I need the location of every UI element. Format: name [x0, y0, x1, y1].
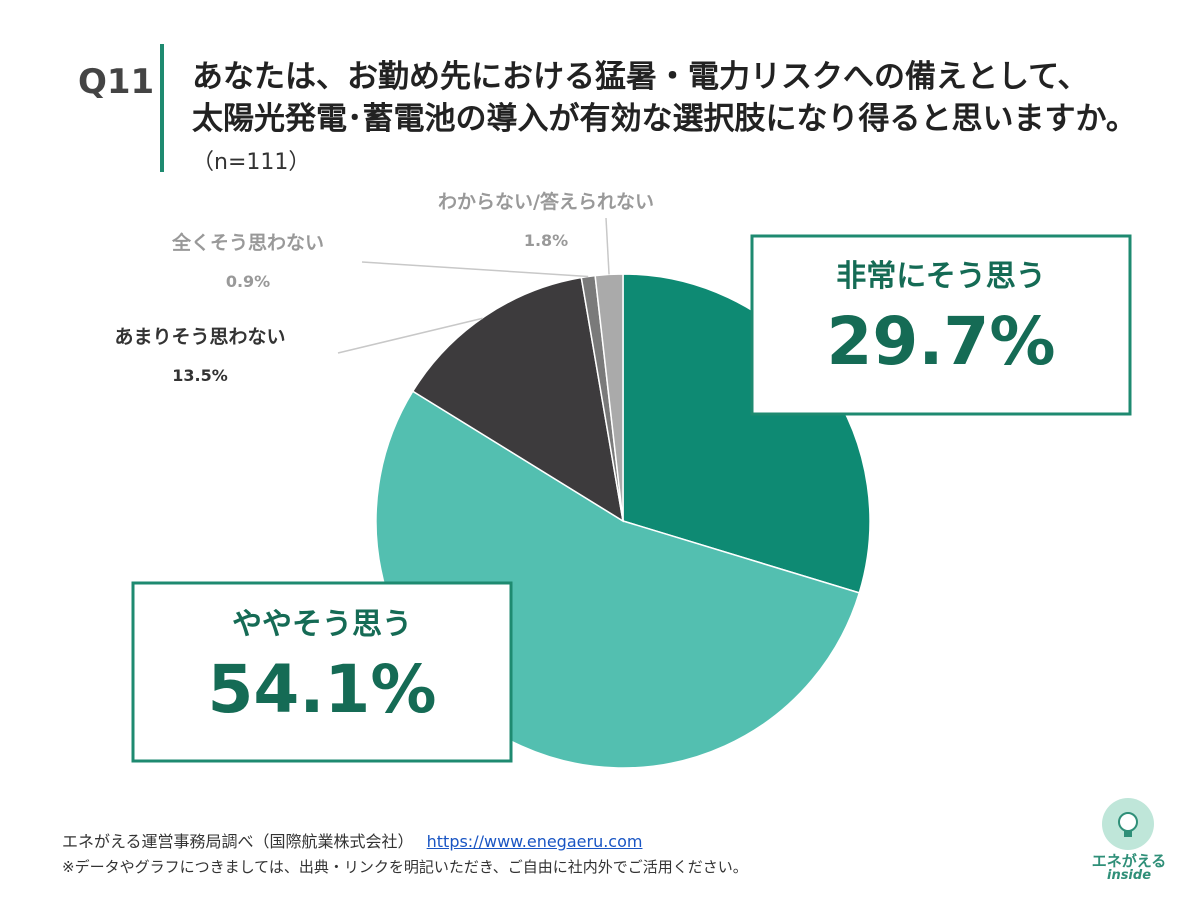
callout-box-very-agree	[750, 234, 1132, 416]
source-text: エネがえる運営事務局調べ（国際航業株式会社）	[62, 832, 414, 851]
slice-value-not-really-agree: 13.5%	[172, 366, 228, 385]
footer-source: エネがえる運営事務局調べ（国際航業株式会社） https://www.enega…	[62, 828, 642, 852]
callout-box-somewhat-agree	[131, 581, 513, 763]
question-title: あなたは、お勤め先における猛暑・電力リスクへの備えとして、 太陽光発電･蓄電池の…	[192, 56, 1137, 140]
sample-size: （n=111）	[192, 150, 311, 175]
lightbulb-icon	[1102, 798, 1154, 850]
logo-sub: inside	[1106, 868, 1152, 883]
leader-line-not-really-agree	[337, 317, 483, 354]
source-link[interactable]: https://www.enegaeru.com	[426, 832, 643, 851]
slice-label-not-agree-at-all: 全くそう思わない	[171, 231, 324, 254]
question-divider	[160, 44, 164, 172]
footer-note: ※データやグラフにつきましては、出典・リンクを明記いただき、ご自由に社内外でご活…	[62, 858, 748, 876]
pie-slice-not-really-agree	[411, 276, 625, 523]
slice-value-dont-know: 1.8%	[524, 231, 568, 250]
leader-line-not-agree-at-all	[361, 261, 589, 278]
brand-logo: エネがえる inside	[1086, 792, 1172, 884]
slice-value-very-agree: 29.7%	[827, 303, 1056, 380]
slice-label-somewhat-agree: ややそう思う	[232, 607, 412, 642]
slice-value-somewhat-agree: 54.1%	[208, 651, 437, 728]
question-number: Q11	[78, 62, 155, 102]
slice-label-very-agree: 非常にそう思う	[836, 259, 1045, 294]
question-line-2: 太陽光発電･蓄電池の導入が有効な選択肢になり得ると思いますか。	[192, 101, 1137, 137]
logo-name: エネがえる	[1091, 852, 1167, 870]
question-line-1: あなたは、お勤め先における猛暑・電力リスクへの備えとして、	[192, 59, 1089, 95]
slice-label-not-really-agree: あまりそう思わない	[114, 326, 285, 348]
slice-value-not-agree-at-all: 0.9%	[226, 272, 270, 291]
leader-line-dont-know	[605, 217, 610, 275]
slice-label-dont-know: わからない/答えられない	[438, 190, 654, 213]
